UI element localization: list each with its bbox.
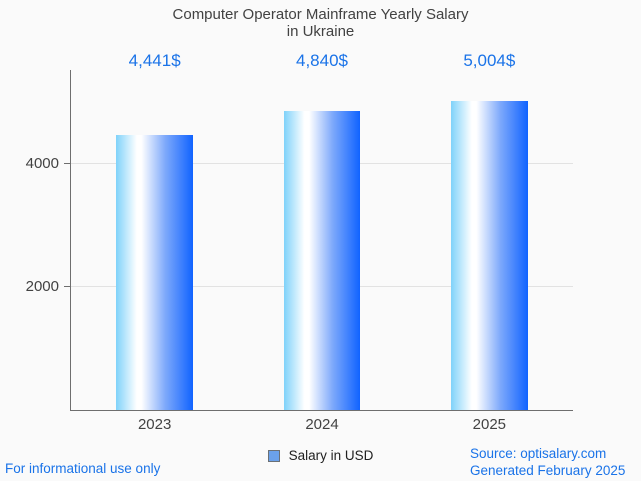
generated-date: Generated February 2025: [470, 463, 626, 478]
y-axis-tick-label: 4000: [25, 154, 59, 172]
source-block: Source: optisalary.com Generated Februar…: [470, 445, 625, 479]
y-tick-mark-4000: [64, 162, 70, 164]
x-axis-label-2024: 2024: [305, 416, 339, 433]
x-axis-label-2023: 2023: [137, 416, 172, 433]
value-label-2023: 4,441$: [128, 51, 181, 70]
y-axis-tick-label: 2000: [25, 278, 59, 296]
legend-label: Salary in USD: [288, 448, 374, 463]
chart-title-line1: Computer Operator Mainframe Yearly Salar…: [172, 6, 469, 23]
bar-2025: [450, 100, 528, 410]
bar-2023: [116, 135, 194, 410]
legend: Salary in USD: [0, 448, 641, 463]
value-label-2024: 4,840$: [296, 51, 348, 70]
y-tick-mark-2000: [64, 286, 70, 288]
disclaimer-note: For informational use only: [5, 461, 161, 476]
chart-title: Computer Operator Mainframe Yearly Salar…: [0, 6, 641, 40]
chart-title-line2: in Ukraine: [286, 23, 355, 40]
legend-marker-square-icon: [267, 449, 280, 462]
value-label-2025: 5,004$: [463, 51, 516, 70]
plot-area: 2000 4000 4,441$ 2023 4,840$ 2024 5,004$ 2025: [26, 52, 573, 433]
bar-2024: [283, 110, 361, 410]
x-axis-label-2025: 2025: [472, 416, 507, 433]
source-text: Source: optisalary.com: [470, 446, 607, 461]
